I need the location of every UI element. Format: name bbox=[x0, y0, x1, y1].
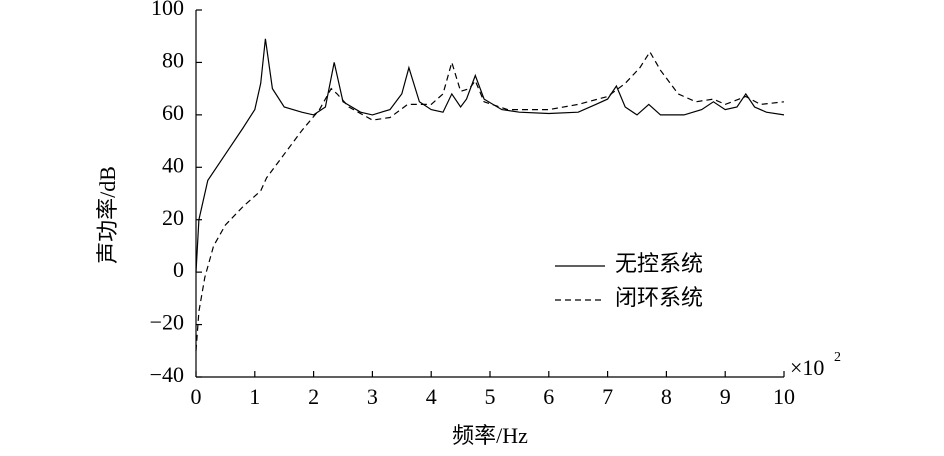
x-tick-label: 0 bbox=[191, 384, 202, 409]
x-tick-label: 2 bbox=[308, 384, 319, 409]
legend-label: 闭环系统 bbox=[615, 285, 703, 310]
y-tick-label: 60 bbox=[162, 100, 184, 125]
x-tick-label: 1 bbox=[249, 384, 260, 409]
series-line bbox=[195, 50, 785, 351]
y-tick-label: −40 bbox=[150, 362, 184, 387]
series-line bbox=[195, 38, 785, 273]
x-tick-label: 6 bbox=[543, 384, 554, 409]
x-tick-label: 8 bbox=[661, 384, 672, 409]
y-tick-label: 80 bbox=[162, 47, 184, 72]
x-axis-label: 频率/Hz bbox=[452, 423, 528, 448]
x-tick-label: 5 bbox=[485, 384, 496, 409]
x-tick-label: 3 bbox=[367, 384, 378, 409]
x-tick-label: 10 bbox=[773, 384, 795, 409]
x-tick-label: 9 bbox=[720, 384, 731, 409]
y-tick-label: 0 bbox=[173, 257, 184, 282]
y-tick-label: 40 bbox=[162, 152, 184, 177]
legend-label: 无控系统 bbox=[615, 251, 703, 276]
y-tick-label: 20 bbox=[162, 205, 184, 230]
x-tick-label: 4 bbox=[426, 384, 437, 409]
x-multiplier-exp: 2 bbox=[834, 350, 841, 365]
y-tick-label: −20 bbox=[150, 310, 184, 335]
x-multiplier: ×10 bbox=[790, 355, 824, 380]
x-tick-label: 7 bbox=[602, 384, 613, 409]
y-tick-label: 100 bbox=[151, 0, 184, 20]
y-axis-label: 声功率/dB bbox=[95, 166, 120, 264]
